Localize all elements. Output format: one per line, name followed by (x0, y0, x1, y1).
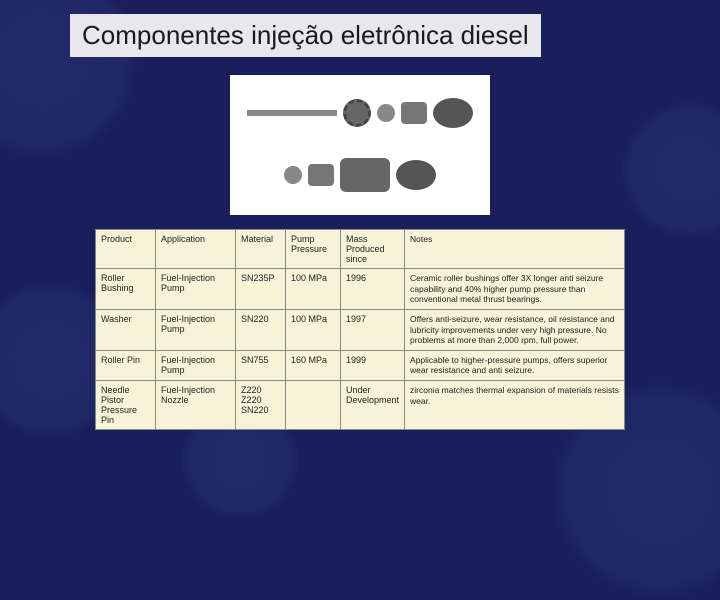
cell-pump_pressure: 100 MPa (286, 269, 341, 310)
header-notes: Notes (405, 230, 625, 269)
header-application: Application (156, 230, 236, 269)
table-row: WasherFuel-Injection PumpSN220100 MPa199… (96, 309, 625, 350)
cell-pump_pressure: 160 MPa (286, 350, 341, 380)
cell-mass_produced: 1997 (341, 309, 405, 350)
parts-row-top (247, 98, 473, 128)
cell-product: Washer (96, 309, 156, 350)
cell-product: Roller Bushing (96, 269, 156, 310)
slide-title: Componentes injeção eletrônica diesel (70, 14, 541, 57)
cell-notes: Applicable to higher-pressure pumps, off… (405, 350, 625, 380)
table-row: Needle Pistor Pressure PinFuel-Injection… (96, 381, 625, 430)
component-photo (230, 75, 490, 215)
header-pump-pressure: Pump Pressure (286, 230, 341, 269)
cell-product: Roller Pin (96, 350, 156, 380)
header-mass-produced: Mass Produced since (341, 230, 405, 269)
cell-pump_pressure: 100 MPa (286, 309, 341, 350)
cell-material: SN220 (236, 309, 286, 350)
cell-application: Fuel-Injection Pump (156, 350, 236, 380)
cell-material: SN235P (236, 269, 286, 310)
header-material: Material (236, 230, 286, 269)
table-row: Roller BushingFuel-Injection PumpSN235P1… (96, 269, 625, 310)
cell-mass_produced: 1999 (341, 350, 405, 380)
table-row: Roller PinFuel-Injection PumpSN755160 MP… (96, 350, 625, 380)
components-table: Product Application Material Pump Pressu… (95, 229, 625, 430)
parts-row-bottom (284, 158, 436, 192)
cell-application: Fuel-Injection Nozzle (156, 381, 236, 430)
cell-material: SN755 (236, 350, 286, 380)
cell-application: Fuel-Injection Pump (156, 269, 236, 310)
cell-notes: Ceramic roller bushings offer 3X longer … (405, 269, 625, 310)
cell-pump_pressure (286, 381, 341, 430)
table-header-row: Product Application Material Pump Pressu… (96, 230, 625, 269)
cell-mass_produced: Under Development (341, 381, 405, 430)
cell-product: Needle Pistor Pressure Pin (96, 381, 156, 430)
cell-material: Z220 Z220 SN220 (236, 381, 286, 430)
cell-notes: Offers anti-seizure, wear resistance, oi… (405, 309, 625, 350)
cell-notes: zirconia matches thermal expansion of ma… (405, 381, 625, 430)
cell-application: Fuel-Injection Pump (156, 309, 236, 350)
header-product: Product (96, 230, 156, 269)
cell-mass_produced: 1996 (341, 269, 405, 310)
